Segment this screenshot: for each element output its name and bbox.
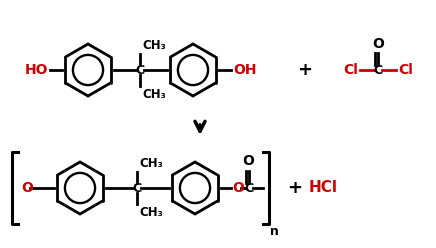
Text: CH₃: CH₃ xyxy=(139,206,163,219)
Text: CH₃: CH₃ xyxy=(142,88,166,101)
Text: O: O xyxy=(21,181,33,195)
Text: +: + xyxy=(297,61,313,79)
Text: C: C xyxy=(374,63,382,76)
Text: +: + xyxy=(287,179,303,197)
Text: CH₃: CH₃ xyxy=(142,39,166,52)
Text: O: O xyxy=(242,154,254,168)
Text: C: C xyxy=(136,63,145,76)
Text: CH₃: CH₃ xyxy=(139,157,163,170)
Text: n: n xyxy=(270,225,279,238)
Text: C: C xyxy=(133,182,142,194)
Text: O: O xyxy=(232,181,244,195)
Text: HO: HO xyxy=(24,63,48,77)
Text: OH: OH xyxy=(233,63,256,77)
Text: O: O xyxy=(372,37,384,51)
Text: C: C xyxy=(245,182,254,194)
Text: Cl: Cl xyxy=(398,63,413,77)
Text: HCl: HCl xyxy=(309,181,337,195)
Text: Cl: Cl xyxy=(343,63,358,77)
